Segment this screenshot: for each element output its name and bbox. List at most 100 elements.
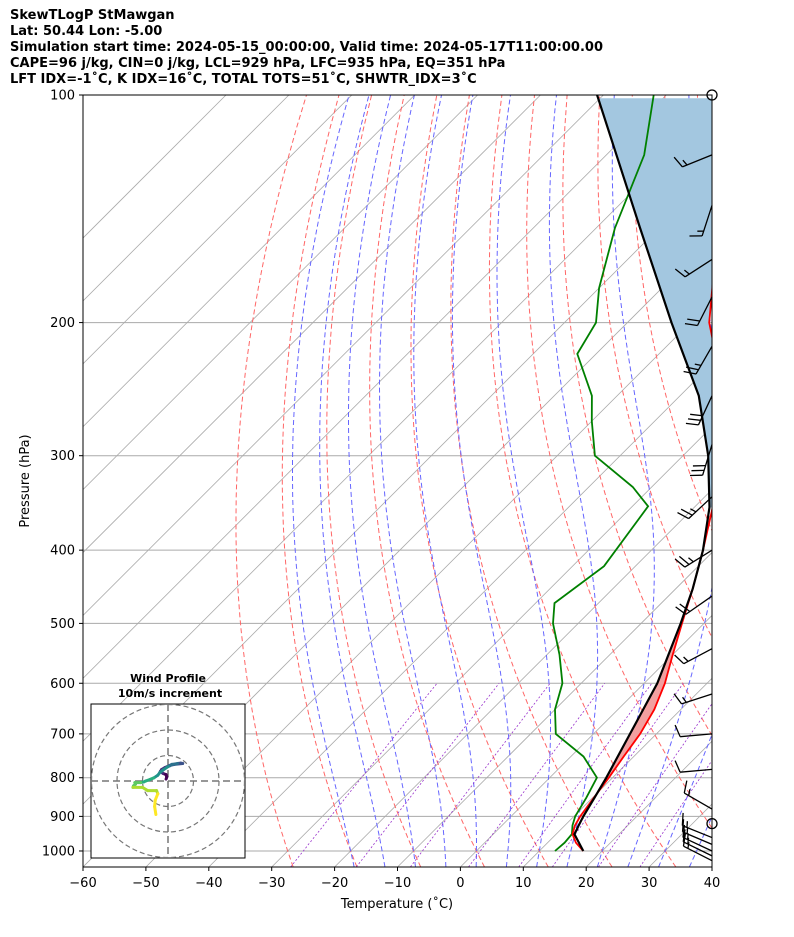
moist-adiabat: [627, 95, 712, 867]
title-indices: LFT IDX=-1˚C, K IDX=16˚C, TOTAL TOTS=51˚…: [10, 72, 477, 87]
title-location: Lat: 50.44 Lon: -5.00: [10, 24, 163, 39]
x-tick-label: 30: [641, 876, 658, 891]
dry-adiabat: [526, 95, 712, 829]
mixing-ratio-line: [290, 683, 438, 867]
isotherm-line: [145, 300, 712, 867]
mixing-ratio-line: [468, 683, 606, 867]
title-times: Simulation start time: 2024-05-15_00:00:…: [10, 40, 603, 55]
mixing-ratio-line: [551, 683, 684, 867]
y-tick-label: 200: [50, 316, 75, 331]
y-tick-label: 1000: [42, 844, 75, 859]
inset-content: [91, 704, 245, 858]
dry-adiabat: [562, 95, 712, 737]
moist-adiabat: [496, 95, 551, 867]
wind-barb: [681, 819, 713, 845]
isotherm-line: [83, 95, 604, 616]
title-cape-info: CAPE=96 j/kg, CIN=0 j/kg, LCL=929 hPa, L…: [10, 56, 506, 71]
wind-barb: [677, 496, 713, 520]
dry-adiabat: [326, 95, 422, 867]
dry-adiabat: [410, 95, 549, 867]
dry-adiabat: [597, 95, 712, 639]
isotherm-line: [83, 111, 712, 742]
dry-adiabat: [281, 95, 358, 867]
x-tick-label: −30: [258, 876, 285, 891]
moist-adiabat: [548, 95, 599, 867]
wind-barb: [706, 817, 718, 830]
isotherm-line: [83, 95, 478, 491]
isotherm-line: [83, 95, 353, 365]
x-tick-label: −10: [384, 876, 411, 891]
wind-profile-inset: Wind Profile 10m/s increment: [90, 672, 246, 859]
dry-adiabat: [369, 95, 485, 867]
wind-barb: [689, 205, 713, 237]
mixing-ratio-line: [598, 703, 712, 867]
isotherm-line: [523, 677, 712, 867]
wind-barb: [673, 693, 713, 705]
x-tick-label: −40: [195, 876, 222, 891]
x-tick-label: 20: [578, 876, 595, 891]
inset-subtitle: 10m/s increment: [118, 687, 222, 700]
isotherm-line: [397, 551, 712, 867]
moist-adiabat: [658, 733, 712, 867]
moist-adiabat: [379, 95, 447, 867]
y-tick-label: 800: [50, 771, 75, 786]
isotherm-line: [271, 426, 712, 867]
wind-barb: [674, 760, 713, 773]
wind-barb: [674, 724, 713, 738]
dry-adiabat: [730, 95, 794, 867]
moist-adiabat: [292, 95, 355, 867]
cape-shading: [598, 98, 712, 508]
isotherm-line: [775, 95, 794, 867]
dewpoint-line: [552, 95, 655, 852]
wind-barb: [689, 444, 713, 477]
moist-adiabat: [451, 95, 512, 867]
isotherm-line: [83, 95, 541, 554]
y-tick-label: 300: [50, 449, 75, 464]
wind-barb: [682, 833, 713, 862]
background-lines: [83, 95, 794, 867]
moist-adiabat: [319, 95, 386, 867]
x-tick-label: −60: [69, 876, 96, 891]
wind-barb: [685, 395, 713, 426]
x-tick-label: −50: [132, 876, 159, 891]
isotherm-line: [711, 866, 712, 867]
y-tick-label: 600: [50, 677, 75, 692]
isotherm-line: [83, 95, 415, 428]
title-station: SkewTLogP StMawgan: [10, 8, 175, 23]
y-axis-label: Pressure (hPa): [18, 434, 33, 527]
isotherm-line: [334, 489, 712, 867]
wind-barb: [674, 648, 713, 665]
isotherm-line: [83, 95, 667, 679]
wind-barb: [683, 345, 713, 375]
y-tick-label: 700: [50, 727, 75, 742]
hodograph-segment: [153, 805, 158, 816]
y-tick-label: 500: [50, 617, 75, 632]
x-axis: −60 −50 −40 −30 −20 −10 0 10 20 30 40: [69, 867, 720, 891]
wind-barb: [706, 89, 718, 101]
moist-adiabat: [413, 95, 477, 867]
y-tick-label: 400: [50, 544, 75, 559]
wind-barb: [674, 549, 713, 568]
mixing-ratio-line: [518, 683, 653, 867]
x-tick-label: 10: [515, 876, 532, 891]
data-lines: [552, 95, 712, 852]
wind-barb: [684, 296, 713, 327]
dry-adiabat: [235, 95, 307, 867]
hodograph-ring: [91, 704, 245, 858]
isotherm-line: [460, 614, 712, 867]
x-axis-label: Temperature (˚C): [340, 896, 453, 912]
y-tick-label: 900: [50, 810, 75, 825]
chart-header: SkewTLogP StMawgan Lat: 50.44 Lon: -5.00…: [10, 8, 780, 88]
isotherm-line: [83, 95, 227, 239]
wind-barb: [674, 258, 713, 278]
wind-barb: [673, 154, 713, 168]
wind-barb: [683, 780, 713, 810]
x-tick-label: 40: [704, 876, 721, 891]
wind-barbs: [673, 89, 718, 862]
dry-adiabat: [450, 95, 613, 867]
isotherm-line: [83, 95, 290, 302]
moist-adiabat: [720, 95, 794, 867]
mixing-ratio-line: [410, 683, 551, 867]
y-tick-label: 100: [50, 89, 75, 104]
